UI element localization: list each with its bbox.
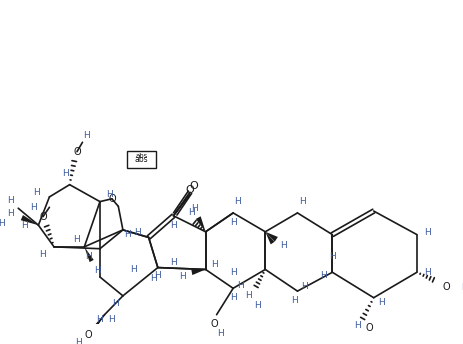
Text: abs: abs xyxy=(135,153,147,159)
Text: O: O xyxy=(189,181,198,191)
Text: H: H xyxy=(150,275,156,283)
Text: H: H xyxy=(94,266,100,275)
Text: H: H xyxy=(298,197,305,206)
Text: O: O xyxy=(73,147,81,157)
Text: H: H xyxy=(301,282,307,291)
Text: O: O xyxy=(39,212,47,222)
Text: H: H xyxy=(254,301,261,310)
Polygon shape xyxy=(84,247,94,262)
Text: H: H xyxy=(377,298,384,307)
Text: H: H xyxy=(62,169,68,178)
Polygon shape xyxy=(265,232,277,241)
Polygon shape xyxy=(92,315,104,330)
Text: H: H xyxy=(179,272,186,281)
Text: O: O xyxy=(211,319,218,329)
Text: H: H xyxy=(211,260,218,269)
Text: H: H xyxy=(237,281,244,290)
Polygon shape xyxy=(191,269,205,275)
Text: H: H xyxy=(424,228,430,237)
Text: H: H xyxy=(75,338,82,344)
Text: O: O xyxy=(84,330,92,341)
Text: H: H xyxy=(234,197,241,206)
Text: H: H xyxy=(7,209,14,218)
Text: H: H xyxy=(106,190,112,198)
Text: H: H xyxy=(216,329,223,338)
Text: H: H xyxy=(112,299,119,308)
Text: H: H xyxy=(319,271,326,280)
Text: H: H xyxy=(188,208,195,217)
Text: H: H xyxy=(280,241,287,250)
Text: H: H xyxy=(170,258,176,267)
Text: H: H xyxy=(328,252,335,261)
Polygon shape xyxy=(265,232,274,244)
Text: H: H xyxy=(85,252,92,261)
Bar xyxy=(126,151,156,168)
Text: H: H xyxy=(134,228,141,237)
Text: H: H xyxy=(460,283,463,292)
Text: H: H xyxy=(108,315,115,324)
Text: H: H xyxy=(31,203,37,212)
Text: H: H xyxy=(39,250,46,259)
Text: H: H xyxy=(170,221,176,230)
Text: H: H xyxy=(82,131,89,140)
Text: H: H xyxy=(33,188,40,197)
Text: H: H xyxy=(191,204,198,213)
Text: H: H xyxy=(96,315,103,324)
Text: H: H xyxy=(353,322,360,331)
Text: H: H xyxy=(245,291,251,300)
Text: O: O xyxy=(442,282,449,292)
Text: H: H xyxy=(130,265,137,274)
Text: H: H xyxy=(229,218,236,227)
Text: O: O xyxy=(108,194,115,204)
Text: H: H xyxy=(7,196,14,205)
Polygon shape xyxy=(195,216,205,232)
Text: H: H xyxy=(154,271,161,280)
Text: H: H xyxy=(124,230,131,239)
Text: H: H xyxy=(21,221,28,230)
Polygon shape xyxy=(21,215,38,225)
Text: O: O xyxy=(185,185,194,195)
Text: H: H xyxy=(291,296,297,305)
Text: H: H xyxy=(74,235,80,244)
Text: O: O xyxy=(364,323,372,333)
Text: H: H xyxy=(229,293,236,302)
Text: H: H xyxy=(424,268,430,277)
Text: H: H xyxy=(229,268,236,277)
Text: abs: abs xyxy=(134,155,148,164)
Text: H: H xyxy=(0,219,5,228)
